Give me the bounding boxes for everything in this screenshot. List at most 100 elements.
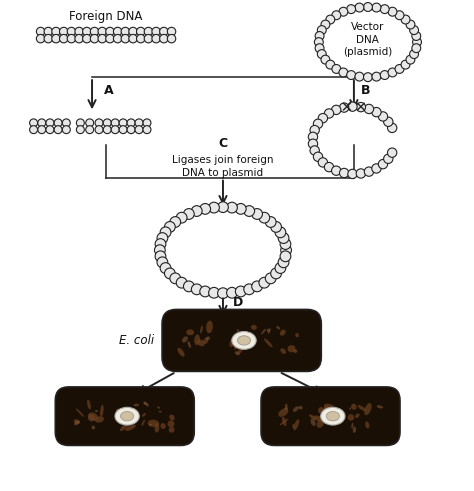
Ellipse shape: [293, 407, 299, 412]
Circle shape: [119, 126, 127, 134]
Circle shape: [252, 209, 263, 219]
Ellipse shape: [182, 336, 188, 343]
Circle shape: [318, 50, 326, 58]
Circle shape: [191, 284, 202, 295]
Circle shape: [365, 167, 374, 176]
Ellipse shape: [326, 411, 339, 421]
Circle shape: [209, 202, 219, 213]
Circle shape: [318, 158, 328, 167]
Circle shape: [348, 169, 357, 179]
Circle shape: [160, 263, 171, 273]
Circle shape: [157, 233, 168, 244]
Ellipse shape: [355, 413, 359, 418]
Circle shape: [339, 103, 349, 112]
Ellipse shape: [115, 408, 139, 425]
Ellipse shape: [186, 329, 194, 335]
Circle shape: [321, 55, 330, 64]
Ellipse shape: [130, 419, 132, 422]
Circle shape: [355, 72, 364, 81]
Circle shape: [209, 287, 219, 298]
Circle shape: [144, 34, 153, 43]
Circle shape: [144, 27, 153, 36]
Circle shape: [410, 50, 419, 58]
FancyBboxPatch shape: [261, 387, 400, 445]
Ellipse shape: [324, 406, 331, 413]
Ellipse shape: [280, 419, 288, 425]
Circle shape: [326, 60, 335, 69]
Circle shape: [280, 251, 291, 262]
Ellipse shape: [313, 415, 324, 422]
Ellipse shape: [143, 402, 147, 405]
Ellipse shape: [321, 408, 345, 425]
Circle shape: [143, 119, 151, 127]
Circle shape: [121, 34, 129, 43]
Ellipse shape: [237, 348, 243, 354]
Circle shape: [355, 3, 364, 12]
Ellipse shape: [234, 340, 238, 350]
Circle shape: [324, 109, 334, 118]
Circle shape: [372, 108, 381, 117]
Ellipse shape: [293, 350, 297, 353]
Ellipse shape: [261, 328, 266, 334]
Ellipse shape: [266, 328, 270, 332]
Circle shape: [103, 119, 111, 127]
Circle shape: [167, 34, 176, 43]
Ellipse shape: [76, 409, 84, 417]
Circle shape: [67, 27, 76, 36]
Circle shape: [271, 221, 282, 232]
Circle shape: [54, 119, 62, 127]
Circle shape: [308, 132, 318, 141]
Circle shape: [401, 15, 410, 24]
Text: Cells divide: Cells divide: [196, 362, 264, 375]
Ellipse shape: [177, 348, 185, 356]
Circle shape: [313, 152, 323, 162]
Ellipse shape: [365, 403, 372, 415]
Circle shape: [339, 168, 349, 178]
Ellipse shape: [95, 416, 104, 423]
FancyBboxPatch shape: [55, 387, 194, 445]
Circle shape: [60, 34, 68, 43]
Ellipse shape: [149, 423, 152, 426]
Ellipse shape: [264, 338, 273, 348]
Circle shape: [265, 217, 276, 227]
Ellipse shape: [88, 412, 98, 420]
Circle shape: [380, 71, 389, 80]
Circle shape: [127, 119, 135, 127]
Circle shape: [103, 126, 111, 134]
Circle shape: [365, 104, 374, 113]
Ellipse shape: [197, 339, 205, 346]
Ellipse shape: [365, 421, 369, 429]
Circle shape: [152, 34, 160, 43]
Ellipse shape: [161, 423, 166, 429]
Circle shape: [331, 166, 341, 175]
Ellipse shape: [288, 345, 295, 352]
Text: B: B: [361, 83, 370, 97]
Ellipse shape: [282, 417, 286, 426]
Ellipse shape: [194, 334, 200, 345]
Circle shape: [60, 27, 68, 36]
Circle shape: [155, 239, 166, 249]
Ellipse shape: [285, 407, 288, 410]
Circle shape: [348, 102, 357, 111]
Circle shape: [46, 119, 54, 127]
Circle shape: [380, 5, 389, 14]
Circle shape: [113, 27, 122, 36]
Ellipse shape: [134, 404, 139, 407]
Ellipse shape: [348, 414, 354, 421]
Circle shape: [191, 206, 202, 217]
Circle shape: [412, 31, 421, 40]
Circle shape: [278, 233, 289, 244]
Ellipse shape: [353, 427, 356, 433]
Circle shape: [364, 2, 373, 11]
Circle shape: [95, 119, 103, 127]
Ellipse shape: [292, 424, 294, 428]
Circle shape: [137, 27, 145, 36]
Circle shape: [75, 34, 83, 43]
Circle shape: [86, 126, 94, 134]
Circle shape: [176, 212, 187, 223]
Circle shape: [339, 7, 348, 16]
Circle shape: [98, 34, 107, 43]
Circle shape: [278, 257, 289, 268]
Circle shape: [378, 160, 388, 169]
Circle shape: [259, 277, 270, 288]
